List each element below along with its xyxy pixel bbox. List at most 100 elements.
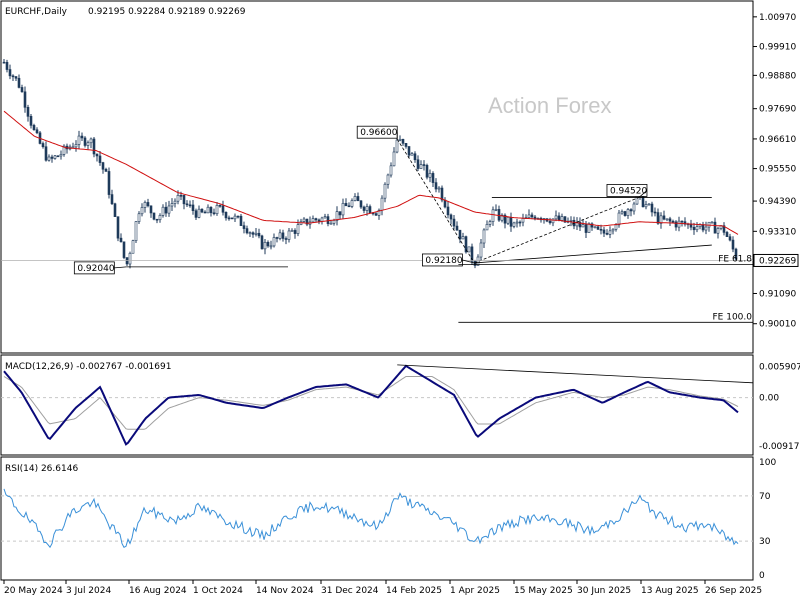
- candle-body: [338, 211, 342, 216]
- x-tick-label: 15 May 2025: [514, 586, 573, 596]
- candle-body: [182, 195, 186, 205]
- rsi-tick-label: 0: [759, 571, 765, 581]
- price-tick-label: 0.97690: [759, 105, 796, 115]
- candle-body: [392, 151, 396, 167]
- candle-body: [431, 173, 435, 183]
- annotation-pointer: [114, 266, 127, 269]
- candle-body: [89, 138, 93, 144]
- candle-body: [551, 218, 555, 224]
- candle-body: [119, 237, 123, 243]
- candle-body: [341, 203, 345, 216]
- candle-body: [155, 218, 159, 221]
- annotation-pointer: [638, 190, 648, 198]
- candle-body: [491, 209, 495, 222]
- candle-body: [602, 229, 606, 234]
- price-tick-label: 0.96610: [759, 135, 796, 145]
- price-tick-label: 0.95550: [759, 165, 796, 175]
- candle-body: [329, 222, 333, 225]
- candle-body: [728, 236, 732, 241]
- candle-body: [209, 206, 213, 214]
- candle-body: [656, 212, 660, 224]
- candle-body: [260, 235, 264, 250]
- candle-body: [479, 242, 483, 258]
- candle-body: [554, 215, 558, 220]
- price-tick-label: 1.00970: [759, 13, 796, 23]
- candle-body: [197, 208, 201, 218]
- candle-body: [395, 139, 399, 153]
- candle-body: [233, 215, 237, 220]
- macd-tick-label: -0.009175: [759, 442, 800, 452]
- price-series: [2, 59, 738, 269]
- candle-body: [212, 212, 216, 215]
- candle-body: [74, 144, 78, 148]
- candle-body: [665, 218, 669, 221]
- trendline: [396, 138, 475, 264]
- candle-body: [470, 246, 474, 262]
- candle-body: [455, 225, 459, 231]
- candle-body: [278, 232, 282, 239]
- candle-body: [269, 245, 273, 248]
- candle-body: [380, 197, 384, 211]
- candle-body: [659, 215, 663, 224]
- candle-body: [734, 248, 738, 260]
- candle-body: [242, 225, 246, 229]
- candle-body: [344, 203, 348, 207]
- price-panel-frame: [0, 0, 754, 354]
- annotation-pointer: [462, 259, 475, 264]
- candle-body: [476, 256, 480, 266]
- price-annotation-text: 0.96600: [360, 128, 397, 138]
- candle-body: [449, 214, 453, 220]
- candle-body: [464, 236, 468, 253]
- candle-body: [527, 214, 531, 218]
- candle-body: [461, 236, 465, 240]
- candle-body: [581, 224, 585, 228]
- candle-body: [53, 155, 57, 159]
- candle-body: [167, 205, 171, 214]
- rsi-panel: 100 70 30 0: [1, 458, 776, 581]
- candle-body: [611, 228, 615, 232]
- candle-body: [95, 153, 99, 157]
- candle-body: [296, 224, 300, 234]
- candle-body: [302, 218, 306, 222]
- x-tick-label: 14 Feb 2025: [386, 586, 442, 596]
- x-tick-label: 1 Apr 2025: [450, 586, 500, 596]
- macd-tick-label: 0.005907: [759, 362, 800, 372]
- candle-body: [323, 216, 327, 219]
- candle-body: [23, 91, 27, 108]
- candle-body: [644, 204, 648, 208]
- candle-body: [161, 206, 165, 216]
- candle-body: [563, 216, 567, 223]
- candle-body: [365, 206, 369, 211]
- moving-average-line: [3, 110, 739, 235]
- candle-body: [560, 216, 564, 221]
- candle-body: [356, 196, 360, 202]
- candle-body: [347, 205, 351, 208]
- candle-body: [413, 153, 417, 161]
- x-tick-label: 26 Sep 2025: [705, 586, 762, 596]
- x-tick-label: 16 Aug 2024: [129, 586, 187, 596]
- candle-body: [359, 200, 363, 208]
- candle-body: [680, 220, 684, 223]
- candle-body: [80, 135, 84, 139]
- candle-body: [140, 207, 144, 215]
- candle-body: [11, 75, 15, 78]
- candle-body: [245, 228, 249, 234]
- candle-body: [530, 214, 534, 218]
- price-annotations: 0.96600 0.94520 0.92040 0.92180 FE 61.8 FE 10…: [73, 125, 753, 323]
- candle-body: [584, 224, 588, 233]
- candle-body: [521, 218, 525, 223]
- candle-body: [428, 173, 432, 178]
- macd-signal-line: [3, 376, 739, 430]
- x-tick-label: 13 Aug 2025: [641, 586, 699, 596]
- candle-body: [725, 232, 729, 237]
- candle-body: [110, 194, 114, 205]
- price-annotation-text: 0.92040: [77, 264, 114, 274]
- candle-body: [20, 87, 24, 93]
- candle-body: [716, 228, 720, 234]
- candle-body: [152, 212, 156, 220]
- candle-body: [59, 153, 63, 157]
- candle-body: [434, 182, 438, 190]
- candle-body: [173, 200, 177, 204]
- price-annotation-text: 0.94520: [610, 186, 647, 196]
- candle-body: [275, 237, 279, 239]
